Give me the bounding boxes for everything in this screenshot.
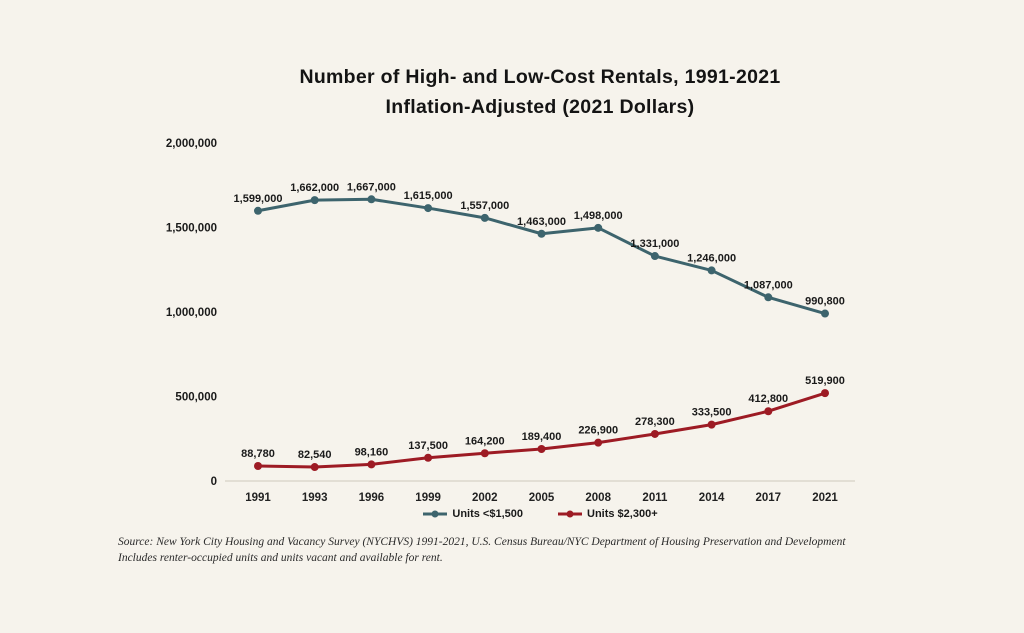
x-axis-tick-label: 2011 — [642, 492, 668, 504]
data-label-high-cost-rentals: 278,300 — [635, 416, 675, 428]
chart-title-line2: Inflation-Adjusted (2021 Dollars) — [385, 96, 695, 118]
data-point-low-cost-rentals — [424, 204, 433, 213]
chart-legend: Units <$1,500 Units $2,300+ — [80, 508, 1000, 520]
data-label-high-cost-rentals: 82,540 — [298, 449, 332, 461]
y-axis-tick-label: 1,000,000 — [166, 307, 217, 319]
data-label-high-cost-rentals: 164,200 — [465, 435, 505, 447]
data-label-high-cost-rentals: 88,780 — [241, 448, 275, 460]
data-point-high-cost-rentals — [764, 407, 773, 416]
data-label-high-cost-rentals: 189,400 — [522, 431, 562, 443]
data-label-low-cost-rentals: 1,615,000 — [404, 190, 453, 202]
y-axis-tick-label: 2,000,000 — [166, 138, 217, 150]
data-label-high-cost-rentals: 137,500 — [408, 440, 448, 452]
data-point-high-cost-rentals — [821, 389, 829, 398]
data-point-high-cost-rentals — [367, 460, 376, 469]
low-cost-line-marker-icon — [423, 510, 448, 518]
data-point-low-cost-rentals — [254, 206, 262, 215]
source-note-line2: Includes renter-occupied units and units… — [118, 552, 443, 564]
data-point-low-cost-rentals — [650, 252, 659, 261]
data-point-high-cost-rentals — [254, 461, 262, 470]
data-label-low-cost-rentals: 1,662,000 — [290, 182, 339, 194]
data-label-high-cost-rentals: 412,800 — [748, 393, 788, 405]
x-axis-tick-label: 2002 — [472, 492, 498, 504]
data-label-low-cost-rentals: 1,087,000 — [744, 279, 793, 291]
x-axis-tick-label: 1991 — [245, 492, 271, 504]
data-point-high-cost-rentals — [310, 463, 319, 472]
legend-item-high-cost: Units $2,300+ — [557, 508, 658, 520]
data-point-low-cost-rentals — [821, 309, 829, 318]
data-point-high-cost-rentals — [480, 449, 489, 458]
legend-label-low-cost: Units <$1,500 — [452, 508, 523, 520]
legend-item-low-cost: Units <$1,500 — [422, 508, 523, 520]
chart-title: Number of High- and Low-Cost Rentals, 19… — [80, 62, 1000, 122]
x-axis-tick-label: 2017 — [756, 492, 782, 504]
data-point-high-cost-rentals — [424, 453, 433, 462]
data-label-low-cost-rentals: 1,331,000 — [630, 238, 679, 250]
x-axis-tick-label: 1999 — [415, 492, 441, 504]
data-point-low-cost-rentals — [310, 196, 319, 205]
source-note: Source: New York City Housing and Vacanc… — [118, 534, 918, 566]
data-label-high-cost-rentals: 333,500 — [692, 407, 732, 419]
data-point-high-cost-rentals — [650, 429, 659, 438]
source-note-line1: Source: New York City Housing and Vacanc… — [118, 536, 846, 548]
data-point-low-cost-rentals — [764, 293, 773, 302]
chart-title-line1: Number of High- and Low-Cost Rentals, 19… — [299, 66, 781, 88]
x-axis-tick-label: 1996 — [359, 492, 385, 504]
data-point-low-cost-rentals — [480, 213, 489, 222]
data-label-low-cost-rentals: 1,557,000 — [460, 200, 509, 212]
y-axis-tick-label: 1,500,000 — [166, 223, 217, 235]
data-point-low-cost-rentals — [367, 195, 376, 204]
data-point-high-cost-rentals — [707, 420, 716, 429]
data-label-high-cost-rentals: 519,900 — [805, 375, 845, 387]
high-cost-line-marker-icon — [558, 510, 582, 518]
data-point-low-cost-rentals — [594, 223, 603, 232]
data-point-high-cost-rentals — [594, 438, 603, 447]
data-label-low-cost-rentals: 1,667,000 — [347, 181, 396, 193]
data-label-high-cost-rentals: 98,160 — [355, 446, 389, 458]
data-label-low-cost-rentals: 1,463,000 — [517, 216, 566, 228]
data-label-low-cost-rentals: 990,800 — [805, 296, 845, 308]
data-point-low-cost-rentals — [537, 229, 546, 238]
data-point-low-cost-rentals — [707, 266, 716, 275]
x-axis-tick-label: 2008 — [585, 492, 611, 504]
legend-label-high-cost: Units $2,300+ — [587, 508, 658, 520]
x-axis-tick-label: 2021 — [812, 492, 838, 504]
y-axis-tick-label: 0 — [211, 476, 217, 488]
data-point-high-cost-rentals — [537, 444, 546, 453]
x-axis-tick-label: 1993 — [302, 492, 328, 504]
data-label-low-cost-rentals: 1,246,000 — [687, 252, 736, 264]
y-axis-tick-label: 500,000 — [175, 392, 217, 404]
data-label-high-cost-rentals: 226,900 — [578, 425, 618, 437]
data-label-low-cost-rentals: 1,599,000 — [234, 193, 283, 205]
x-axis-tick-label: 2014 — [699, 492, 725, 504]
x-axis-tick-label: 2005 — [529, 492, 555, 504]
data-label-low-cost-rentals: 1,498,000 — [574, 210, 623, 222]
